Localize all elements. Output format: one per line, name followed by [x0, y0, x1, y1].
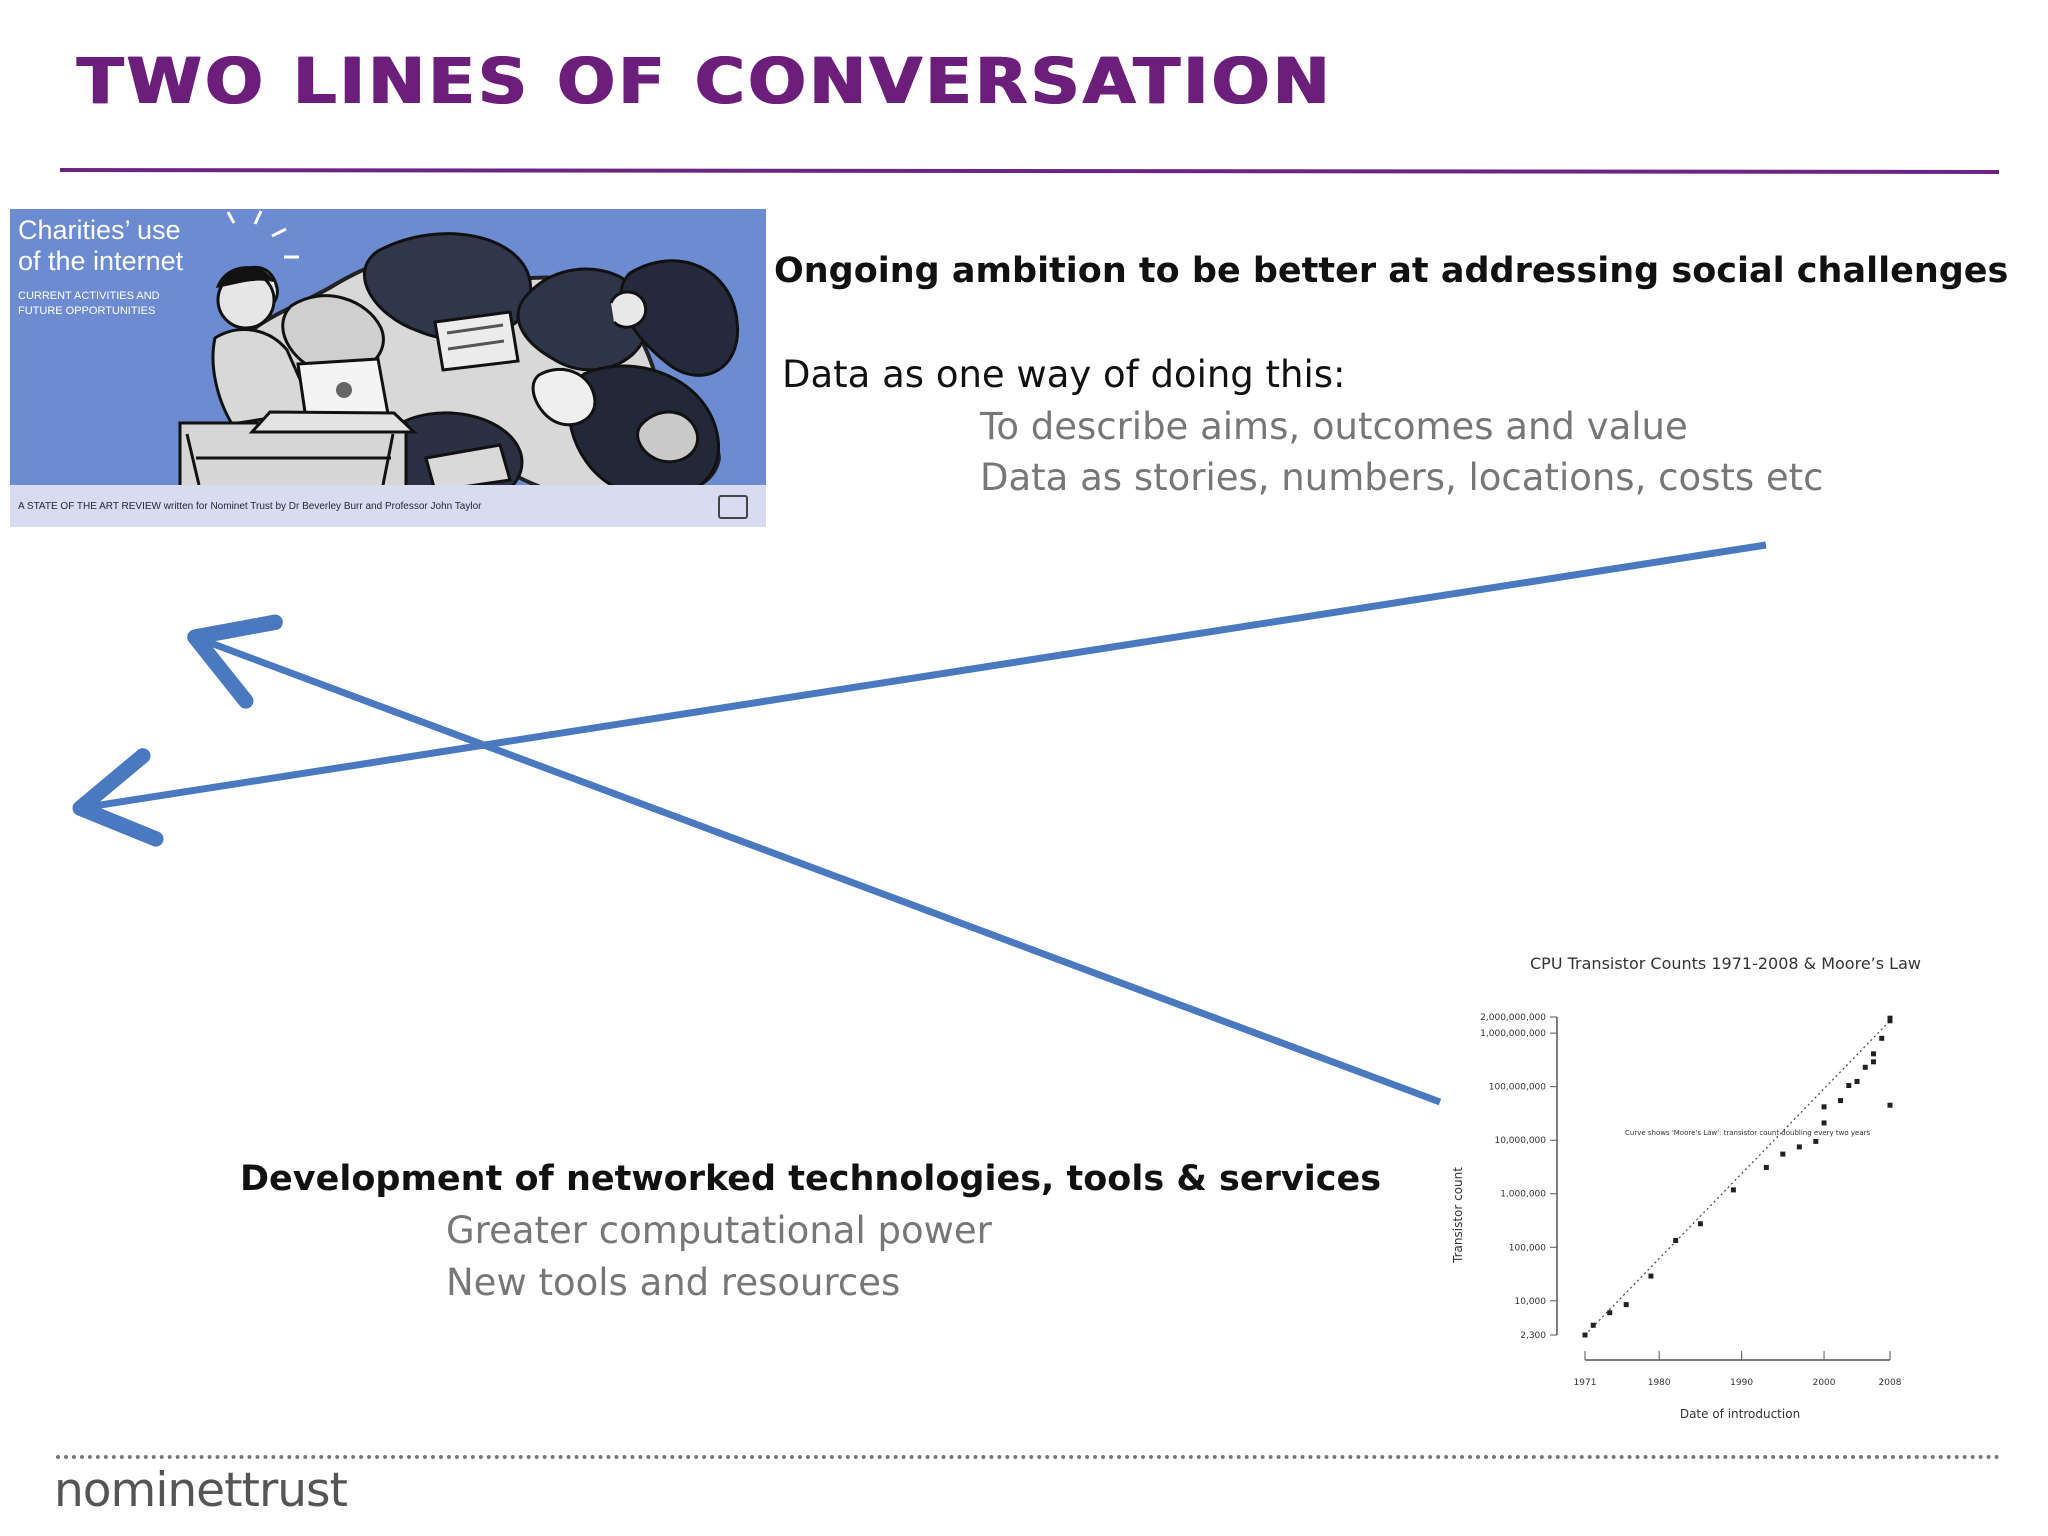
- development-point: Greater computational power: [446, 1209, 992, 1252]
- y-axis-tick-label: 100,000,000: [1489, 1083, 1547, 1093]
- chart-data-point: [1871, 1059, 1877, 1065]
- chart-data-point: [1813, 1138, 1819, 1144]
- x-axis-ticks: 1971 1980 1990 2000 2008: [1574, 1351, 1902, 1388]
- chart-data-point: [1854, 1078, 1860, 1084]
- chart-data-point: [1846, 1083, 1852, 1089]
- ambition-heading: Ongoing ambition to be better at address…: [774, 251, 2009, 291]
- chart-data-point: [1673, 1237, 1679, 1243]
- slide-title: TWO LINES OF CONVERSATION: [76, 45, 1332, 118]
- y-axis-tick-label: 10,000: [1515, 1297, 1547, 1307]
- nominet-trust-logo: nominettrust: [54, 1463, 348, 1518]
- footer-divider: [56, 1455, 2001, 1459]
- chart-data-point: [1590, 1322, 1596, 1328]
- development-point: New tools and resources: [446, 1261, 901, 1304]
- cover-footer: A STATE OF THE ART REVIEW written for No…: [10, 485, 766, 527]
- x-axis-tick-label: 1980: [1648, 1378, 1671, 1388]
- data-intro: Data as one way of doing this:: [782, 353, 1346, 396]
- x-axis-tick-label: 1990: [1730, 1378, 1753, 1388]
- chart-data-point: [1607, 1310, 1613, 1316]
- cover-footer-text: A STATE OF THE ART REVIEW written for No…: [18, 501, 482, 512]
- y-axis-tick-label: 100,000: [1509, 1243, 1546, 1253]
- data-point: Data as stories, numbers, locations, cos…: [980, 456, 1824, 499]
- arrow-to-left: [72, 541, 1767, 847]
- chart-data-point: [1887, 1018, 1893, 1024]
- chart-data-point: [1871, 1051, 1877, 1057]
- development-heading: Development of networked technologies, t…: [240, 1159, 1382, 1199]
- chart-data-point: [1887, 1015, 1893, 1021]
- x-axis-label: Date of introduction: [1680, 1407, 1800, 1421]
- y-axis-ticks: 2,000,000,000 1,000,000,000 100,000,000 10,…: [1480, 1013, 1557, 1341]
- arrow-to-cover: [187, 614, 1442, 1106]
- chart-data-point: [1648, 1273, 1654, 1279]
- chart-data-point: [1582, 1332, 1588, 1338]
- chart-points: [1582, 1015, 1893, 1338]
- chart-data-point: [1821, 1120, 1827, 1126]
- chart-data-point: [1821, 1104, 1827, 1110]
- chart-data-point: [1623, 1302, 1629, 1308]
- chart-data-point: [1697, 1221, 1703, 1227]
- moore-law-chart: CPU Transistor Counts 1971-2008 & Moore’…: [1451, 954, 1921, 1421]
- chart-data-point: [1796, 1144, 1802, 1150]
- chart-data-point: [1879, 1035, 1885, 1041]
- chart-data-point: [1838, 1098, 1844, 1104]
- data-point: To describe aims, outcomes and value: [980, 405, 1688, 448]
- x-axis-tick-label: 1971: [1574, 1378, 1597, 1388]
- report-illustration: [10, 209, 766, 527]
- chart-data-point: [1887, 1102, 1893, 1108]
- chart-data-point: [1862, 1064, 1868, 1070]
- title-divider: [59, 168, 2000, 175]
- cover-subtitle: CURRENT ACTIVITIES AND FUTURE OPPORTUNIT…: [18, 290, 160, 318]
- laptop-icon: [718, 495, 748, 519]
- y-axis-tick-label: 1,000,000: [1500, 1190, 1546, 1200]
- y-axis-tick-label: 10,000,000: [1494, 1136, 1546, 1146]
- moore-law-trend-line: [1584, 1020, 1891, 1336]
- y-axis-tick-label: 2,000,000,000: [1480, 1013, 1546, 1023]
- y-axis-tick-label: 2,300: [1520, 1331, 1546, 1341]
- x-axis-tick-label: 2000: [1813, 1378, 1836, 1388]
- y-axis-tick-label: 1,000,000,000: [1480, 1029, 1546, 1039]
- chart-data-point: [1730, 1187, 1736, 1193]
- chart-annotation: Curve shows 'Moore's Law': transistor co…: [1625, 1129, 1871, 1137]
- report-cover-image: Charities’ use of the internet CURRENT A…: [10, 209, 766, 527]
- x-axis-tick-label: 2008: [1879, 1378, 1902, 1388]
- cover-title: Charities’ use of the internet: [18, 215, 184, 277]
- chart-data-point: [1780, 1151, 1786, 1157]
- chart-data-point: [1763, 1164, 1769, 1170]
- chart-title: CPU Transistor Counts 1971-2008 & Moore’…: [1530, 954, 1921, 973]
- y-axis-label: Transistor count: [1451, 1167, 1465, 1264]
